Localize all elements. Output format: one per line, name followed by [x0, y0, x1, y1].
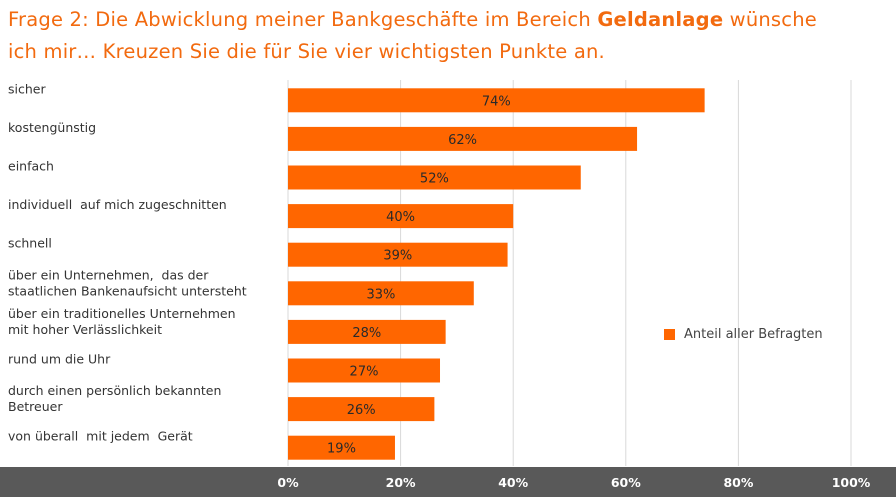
x-tick-label: 80% [723, 475, 753, 490]
category-label: individuell auf mich zugeschnitten [8, 197, 227, 212]
chart-title: Frage 2: Die Abwicklung meiner Bankgesch… [8, 4, 892, 68]
x-tick-label: 0% [277, 475, 299, 490]
bar-value-label: 26% [347, 403, 376, 418]
bar-value-label: 52% [420, 172, 449, 187]
x-tick-label: 40% [498, 475, 528, 490]
x-tick-label: 60% [611, 475, 641, 490]
bar [288, 435, 395, 460]
category-label: von überall mit jedem Gerät [8, 429, 193, 444]
x-tick-label: 20% [386, 475, 416, 490]
legend-label: Anteil aller Befragten [684, 327, 823, 342]
category-label: sicher [8, 81, 46, 96]
bar [288, 165, 581, 190]
bar [288, 88, 705, 113]
category-label: Betreuer [8, 399, 63, 414]
category-label: schnell [8, 236, 52, 251]
x-axis-band [0, 467, 896, 497]
bar [288, 281, 474, 306]
legend: Anteil aller Befragten [664, 327, 823, 342]
category-label: über ein traditionelles Unternehmen [8, 306, 236, 321]
bar-value-label: 40% [386, 210, 415, 225]
category-label: durch einen persönlich bekannten [8, 383, 221, 398]
chart-title-line-1: Frage 2: Die Abwicklung meiner Bankgesch… [8, 8, 817, 31]
category-label: staatlichen Bankenaufsicht untersteht [8, 283, 247, 298]
legend-swatch [664, 329, 675, 340]
bar-value-label: 74% [482, 94, 511, 109]
bar-value-label: 28% [352, 326, 381, 341]
chart-title-line-2: ich mir… Kreuzen Sie die für Sie vier wi… [8, 40, 605, 63]
bar [288, 242, 508, 267]
bar [288, 126, 638, 151]
bar [288, 397, 435, 422]
bar [288, 319, 446, 344]
category-label: rund um die Uhr [8, 352, 111, 367]
bar-value-label: 33% [366, 287, 395, 302]
bar-value-label: 62% [448, 133, 477, 148]
category-label: mit hoher Verlässlichkeit [8, 322, 162, 337]
category-label: einfach [8, 159, 54, 174]
bar [288, 358, 441, 383]
category-label: kostengünstig [8, 120, 96, 135]
bar-value-label: 39% [383, 249, 412, 264]
chart-title-emphasis: Geldanlage [597, 8, 724, 31]
x-tick-label: 100% [832, 475, 871, 490]
bar [288, 204, 514, 229]
category-label: über ein Unternehmen, das der [8, 267, 209, 282]
bar-value-label: 27% [350, 365, 379, 380]
bar-value-label: 19% [327, 442, 356, 457]
